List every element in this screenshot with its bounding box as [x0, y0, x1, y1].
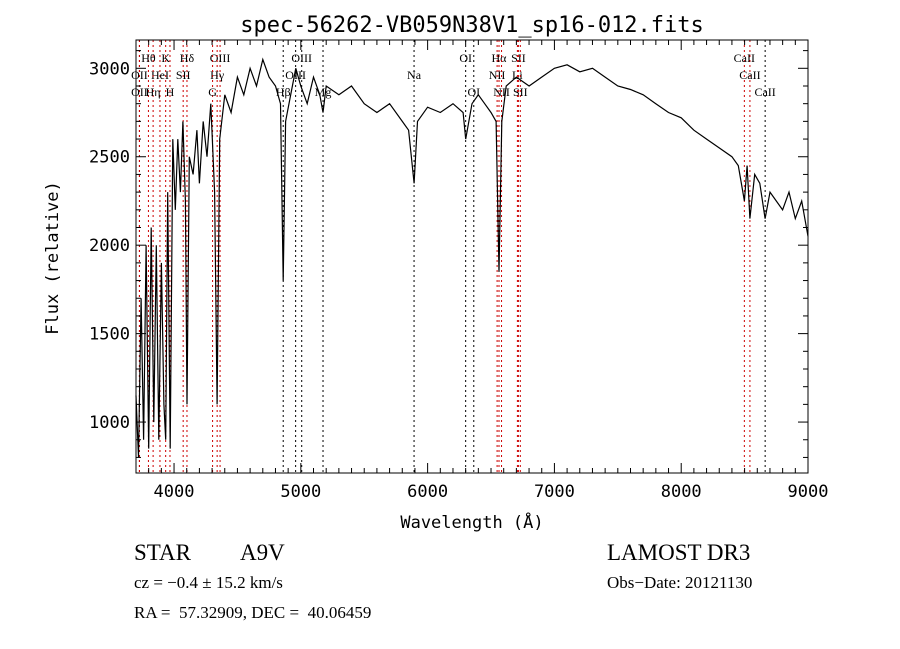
line-marker-label: Hα — [492, 51, 508, 65]
x-axis-label: Wavelength (Å) — [400, 511, 543, 533]
x-tick-label: 6000 — [407, 482, 448, 502]
line-marker-label: OI — [459, 51, 472, 65]
line-marker-label: OIII — [210, 51, 231, 65]
obs-date: Obs−Date: 20121130 — [607, 573, 753, 592]
y-tick-label: 3000 — [89, 59, 130, 79]
line-marker-label: Hβ — [276, 85, 291, 99]
line-marker-label: OI — [467, 85, 480, 99]
line-marker-label: HeI — [151, 68, 169, 82]
chart-title: spec-56262-VB059N38V1_sp16-012.fits — [240, 13, 704, 38]
line-marker-label: Li — [512, 68, 523, 82]
y-tick-label: 1000 — [89, 413, 130, 433]
line-marker-label: SII — [511, 51, 526, 65]
x-tick-label: 8000 — [661, 482, 702, 502]
line-marker-label: Hθ — [141, 51, 156, 65]
y-tick-label: 1500 — [89, 325, 130, 345]
y-tick-label: 2500 — [89, 148, 130, 168]
plot-frame — [135, 39, 809, 474]
subclass: A9V — [240, 540, 285, 565]
line-marker-label: OIII — [291, 51, 312, 65]
line-marker-label: Mg — [315, 85, 332, 99]
line-marker-label: CaII — [739, 68, 760, 82]
line-marker-label: Hη — [146, 85, 161, 99]
line-marker-label: CaII — [734, 51, 755, 65]
x-tick-label: 4000 — [154, 482, 195, 502]
line-marker-label: OII — [131, 85, 148, 99]
x-tick-label: 7000 — [534, 482, 575, 502]
line-marker-label: Na — [407, 68, 422, 82]
line-marker-label: K — [161, 51, 170, 65]
object-type: STAR — [134, 540, 191, 565]
x-tick-label: 9000 — [788, 482, 829, 502]
line-marker-label: Hδ — [180, 51, 195, 65]
redshift-cz: cz = −0.4 ± 15.2 km/s — [134, 573, 283, 592]
line-marker-label: OIII — [285, 68, 306, 82]
spectrum-line — [135, 57, 809, 458]
y-axis-label: Flux (relative) — [43, 181, 63, 335]
x-tick-label: 5000 — [280, 482, 321, 502]
line-marker-label: SII — [176, 68, 191, 82]
survey-name: LAMOST DR3 — [607, 540, 751, 565]
line-marker-label: SII — [513, 85, 528, 99]
line-marker-label: Hγ — [210, 68, 225, 82]
line-marker-label: H — [166, 85, 175, 99]
line-marker-label: G — [208, 85, 217, 99]
y-tick-label: 2000 — [89, 236, 130, 256]
line-marker-label: NII — [489, 68, 506, 82]
ra-dec: RA = 57.32909, DEC = 40.06459 — [134, 603, 372, 622]
line-marker-label: CaII — [754, 85, 775, 99]
line-marker-label: NII — [493, 85, 510, 99]
